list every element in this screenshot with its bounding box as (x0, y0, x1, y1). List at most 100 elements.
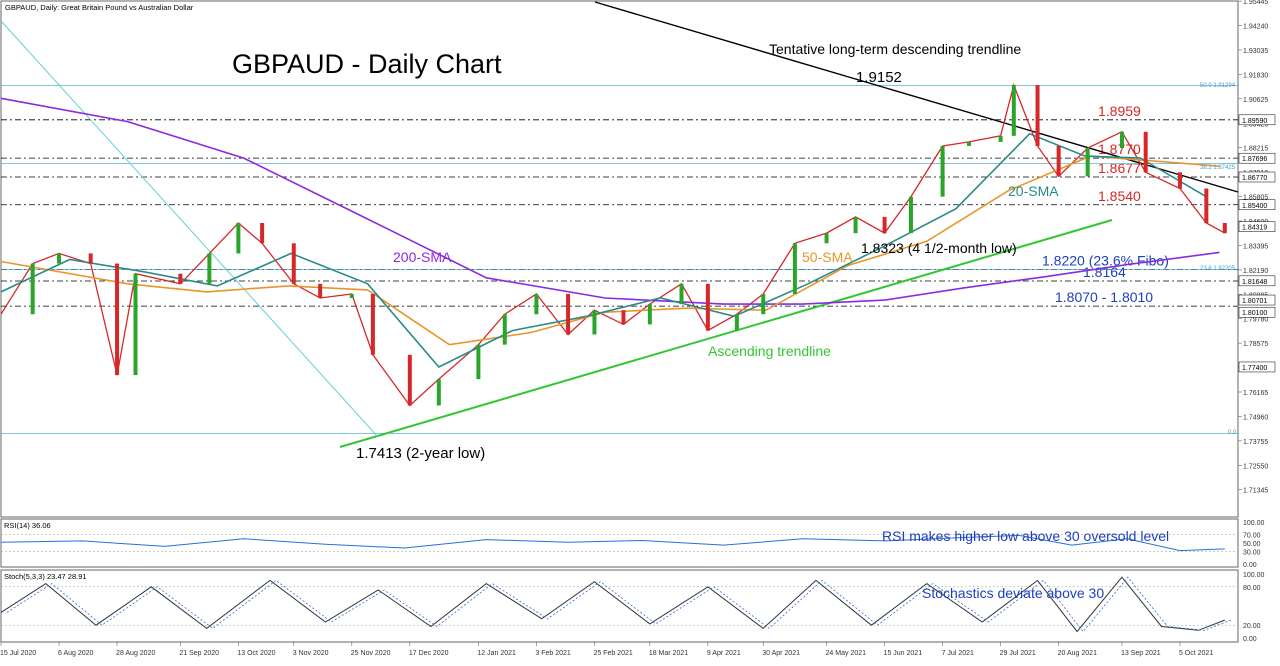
candle (236, 223, 241, 254)
candle (1177, 172, 1182, 189)
price-tag-label: 1.80701 (1242, 298, 1267, 305)
main-panel-frame (0, 0, 1239, 518)
candle (1204, 188, 1209, 224)
annotation-4month-low: 1.8323 (4 1/2-month low) (861, 240, 1017, 256)
x-tick-label: 12 Jan 2021 (477, 650, 516, 657)
x-tick-label: 6 Aug 2020 (58, 650, 94, 657)
stoch-tick-label: 100.00 (1243, 572, 1265, 579)
candle (133, 273, 138, 376)
x-tick-label: 30 Apr 2021 (762, 650, 800, 657)
candle (407, 354, 412, 406)
symbol-caption: GBPAUD, Daily: Great Britain Pound vs Au… (5, 3, 194, 12)
page-title: GBPAUD - Daily Chart (232, 49, 502, 79)
x-tick-label: 20 Aug 2021 (1058, 650, 1097, 657)
rsi-tick-label: 30.00 (1243, 549, 1261, 556)
x-tick-label: 5 Oct 2021 (1179, 650, 1213, 657)
price-tag (1238, 306, 1276, 318)
price-tag (1238, 221, 1276, 232)
label-20-sma: 20-SMA (1008, 183, 1059, 199)
price-tag-label: 1.87696 (1242, 156, 1267, 163)
stoch-panel-frame (0, 569, 1239, 643)
annotation-rsi: RSI makes higher low above 30 oversold l… (882, 528, 1169, 544)
price-tag-label: 1.84319 (1242, 225, 1267, 232)
candle (178, 273, 183, 284)
candle (882, 216, 887, 234)
x-tick-label: 13 Oct 2020 (237, 650, 275, 657)
candle (476, 344, 481, 380)
candle (792, 243, 797, 294)
stoch-line (0, 576, 1225, 633)
price-tag (1238, 171, 1276, 183)
price-tag (1238, 361, 1276, 373)
x-tick-label: 25 Nov 2020 (351, 650, 391, 657)
candle (966, 141, 971, 146)
candle (679, 283, 684, 305)
level-label: 1.8164 (1083, 264, 1126, 280)
level-label: 1.8677 (1098, 160, 1141, 176)
price-tag (1238, 114, 1276, 126)
candle (349, 293, 354, 299)
candle (207, 253, 212, 284)
fibo-label-50: 50.0 1.91294 (1200, 83, 1236, 89)
candle (761, 293, 766, 315)
price-tag-label: 1.81648 (1242, 279, 1267, 286)
y-tick-label: 1.78575 (1243, 341, 1268, 348)
candle (824, 233, 829, 244)
price-tag (1238, 294, 1276, 306)
x-tick-label: 3 Nov 2020 (293, 650, 329, 657)
candle (502, 314, 507, 345)
annotation-stoch: Stochastics deviate above 30 (922, 585, 1104, 601)
x-tick-label: 18 Mar 2021 (649, 650, 688, 657)
candle (566, 293, 571, 335)
x-tick-label: 17 Dec 2020 (409, 650, 449, 657)
price-tag (1238, 152, 1276, 164)
y-tick-label: 1.79780 (1243, 317, 1268, 324)
y-tick-label: 1.94240 (1243, 24, 1268, 31)
candle (1011, 85, 1016, 136)
candle (260, 223, 265, 244)
x-tick-label: 21 Sep 2020 (179, 650, 219, 657)
candle (318, 283, 323, 299)
y-tick-label: 1.91830 (1243, 72, 1268, 79)
y-tick-label: 1.73755 (1243, 439, 1268, 446)
x-tick-label: 24 May 2021 (826, 650, 867, 657)
rsi-tick-label: 0.00 (1243, 562, 1257, 569)
rsi-tick-label: 100.00 (1243, 520, 1265, 527)
price-tag-label: 1.89590 (1242, 118, 1267, 125)
level-label: 1.8540 (1098, 188, 1141, 204)
series-line-200-sma (0, 97, 1220, 305)
price-tag-label: 1.86770 (1242, 175, 1267, 182)
stoch-caption: Stoch(5,3,3) 23.47 28.91 (4, 572, 87, 581)
x-tick-label: 3 Feb 2021 (535, 650, 571, 657)
candle (30, 263, 35, 315)
rsi-tick-label: 70.00 (1243, 533, 1261, 540)
fibo-trendline (1, 21, 379, 438)
candle (115, 263, 120, 376)
level-label: 1.8770 (1098, 141, 1141, 157)
annotation-high: 1.9152 (856, 69, 902, 86)
y-tick-label: 1.71345 (1243, 488, 1268, 495)
label-50-sma: 50-SMA (802, 249, 853, 265)
x-tick-label: 15 Jun 2021 (884, 650, 923, 657)
candle (592, 310, 597, 335)
rsi-tick-label: 50.00 (1243, 541, 1261, 548)
stoch-tick-label: 0.00 (1243, 636, 1257, 643)
candle (647, 304, 652, 325)
price-tag-label: 1.80100 (1242, 310, 1267, 317)
y-tick-label: 1.82190 (1243, 268, 1268, 275)
label-ascending-trendline: Ascending trendline (708, 343, 831, 359)
y-tick-label: 1.85805 (1243, 195, 1268, 202)
rsi-line (0, 534, 1225, 552)
label-200-sma: 200-SMA (393, 249, 452, 265)
candle (908, 196, 913, 234)
candle (705, 283, 710, 331)
annotation-2year-low: 1.7413 (2-year low) (356, 445, 485, 462)
y-tick-label: 1.76165 (1243, 390, 1268, 397)
candle (57, 253, 62, 264)
price-tag-label: 1.77400 (1242, 365, 1267, 372)
candle (1056, 145, 1061, 177)
x-tick-label: 25 Feb 2021 (593, 650, 632, 657)
candle (998, 135, 1003, 142)
